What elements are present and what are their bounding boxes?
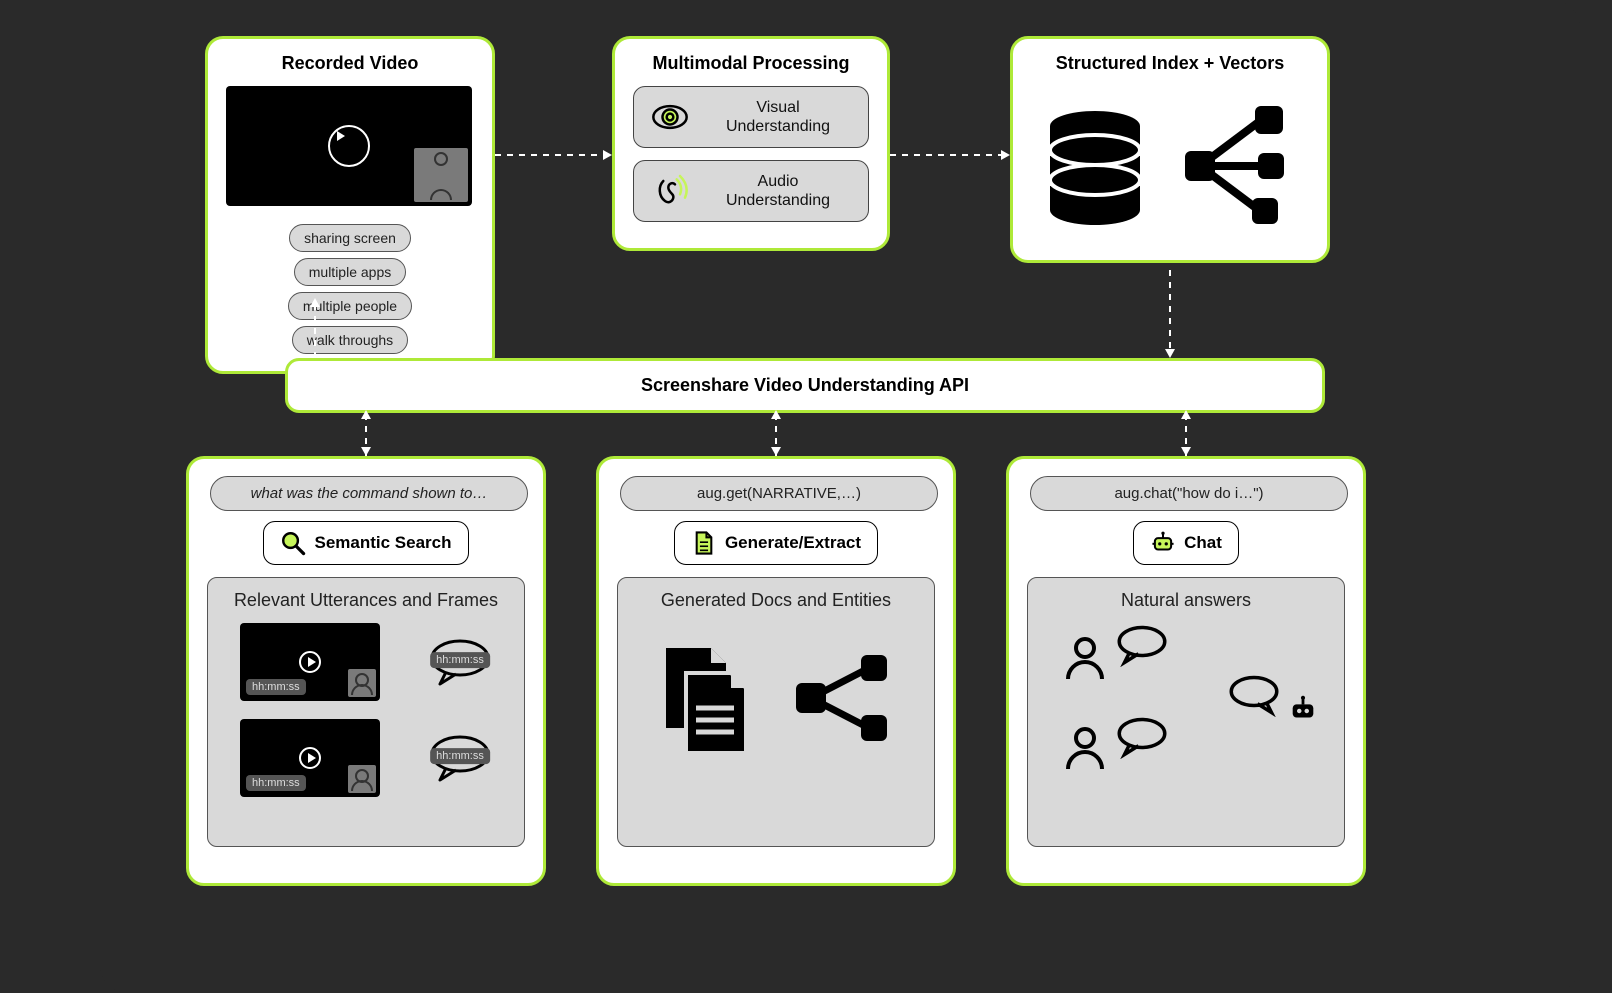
card-title: Multimodal Processing	[633, 53, 869, 74]
tag-pill: multiple people	[288, 292, 412, 320]
generate-results-box: Generated Docs and Entities	[617, 577, 935, 847]
card-title: Recorded Video	[226, 53, 474, 74]
tag-pill: multiple apps	[294, 258, 407, 286]
tag-pill: walk throughs	[292, 326, 408, 354]
timestamp-badge: hh:mm:ss	[430, 652, 490, 668]
arrow-api-to-chat	[1181, 410, 1191, 456]
card-chat: aug.chat("how do i…") Chat Natural answe…	[1006, 456, 1366, 886]
api-bar: Screenshare Video Understanding API	[285, 358, 1325, 413]
avatar-icon	[348, 669, 376, 697]
generate-query-pill: aug.get(NARRATIVE,…)	[620, 476, 938, 511]
tag-row: sharing screen multiple apps multiple pe…	[226, 221, 474, 357]
speech-bubble-icon	[1114, 715, 1170, 759]
timestamp-badge: hh:mm:ss	[246, 679, 306, 695]
results-title: Natural answers	[1040, 590, 1332, 611]
semantic-search-button[interactable]: Semantic Search	[263, 521, 468, 565]
database-icon	[1040, 106, 1150, 226]
utterance-bubble: hh:mm:ss	[428, 734, 492, 782]
ear-icon	[650, 171, 690, 211]
timestamp-badge: hh:mm:ss	[246, 775, 306, 791]
results-title: Relevant Utterances and Frames	[220, 590, 512, 611]
card-semantic-search: what was the command shown to… Semantic …	[186, 456, 546, 886]
result-thumbnail: hh:mm:ss	[240, 719, 380, 797]
search-results-box: Relevant Utterances and Frames hh:mm:ss …	[207, 577, 525, 847]
play-icon	[299, 651, 321, 673]
speech-bubble-icon	[1226, 673, 1282, 717]
avatar-icon	[348, 765, 376, 793]
arrow-recorded-to-processing	[495, 150, 612, 160]
robot-small-icon	[1286, 695, 1320, 725]
tag-pill: sharing screen	[289, 224, 411, 252]
search-icon	[280, 530, 306, 556]
processing-row-visual: Visual Understanding	[633, 86, 869, 148]
robot-icon	[1150, 530, 1176, 556]
processing-label: Audio Understanding	[704, 172, 852, 210]
speech-bubble-icon	[1114, 623, 1170, 667]
timestamp-badge: hh:mm:ss	[430, 748, 490, 764]
graph-icon	[1160, 96, 1300, 236]
arrow-api-to-search	[361, 410, 371, 456]
api-bar-label: Screenshare Video Understanding API	[641, 375, 969, 395]
person-icon	[1060, 633, 1110, 683]
document-icon	[691, 530, 717, 556]
arrow-api-to-generate	[771, 410, 781, 456]
chat-query-pill: aug.chat("how do i…")	[1030, 476, 1348, 511]
generate-extract-button[interactable]: Generate/Extract	[674, 521, 878, 565]
video-thumbnail	[226, 86, 472, 206]
graph-small-icon	[781, 643, 901, 753]
card-recorded-video: Recorded Video sharing screen multiple a…	[205, 36, 495, 374]
card-generate-extract: aug.get(NARRATIVE,…) Generate/Extract Ge…	[596, 456, 956, 886]
button-label: Generate/Extract	[725, 533, 861, 553]
arrow-index-to-api	[1165, 270, 1175, 358]
person-icon	[1060, 723, 1110, 773]
diagram-canvas: Recorded Video sharing screen multiple a…	[100, 0, 1580, 993]
avatar-icon	[414, 148, 468, 202]
search-query-pill: what was the command shown to…	[210, 476, 528, 511]
results-title: Generated Docs and Entities	[630, 590, 922, 611]
button-label: Chat	[1184, 533, 1222, 553]
play-icon	[299, 747, 321, 769]
utterance-bubble: hh:mm:ss	[428, 638, 492, 686]
processing-label: Visual Understanding	[704, 98, 852, 136]
chat-button[interactable]: Chat	[1133, 521, 1239, 565]
eye-icon	[650, 97, 690, 137]
card-multimodal-processing: Multimodal Processing Visual Understandi…	[612, 36, 890, 251]
card-title: Structured Index + Vectors	[1031, 53, 1309, 74]
play-icon	[328, 125, 370, 167]
documents-icon	[651, 638, 761, 758]
button-label: Semantic Search	[314, 533, 451, 553]
result-thumbnail: hh:mm:ss	[240, 623, 380, 701]
chat-results-box: Natural answers	[1027, 577, 1345, 847]
arrow-processing-to-index	[890, 150, 1010, 160]
card-index-vectors: Structured Index + Vectors	[1010, 36, 1330, 263]
processing-row-audio: Audio Understanding	[633, 160, 869, 222]
